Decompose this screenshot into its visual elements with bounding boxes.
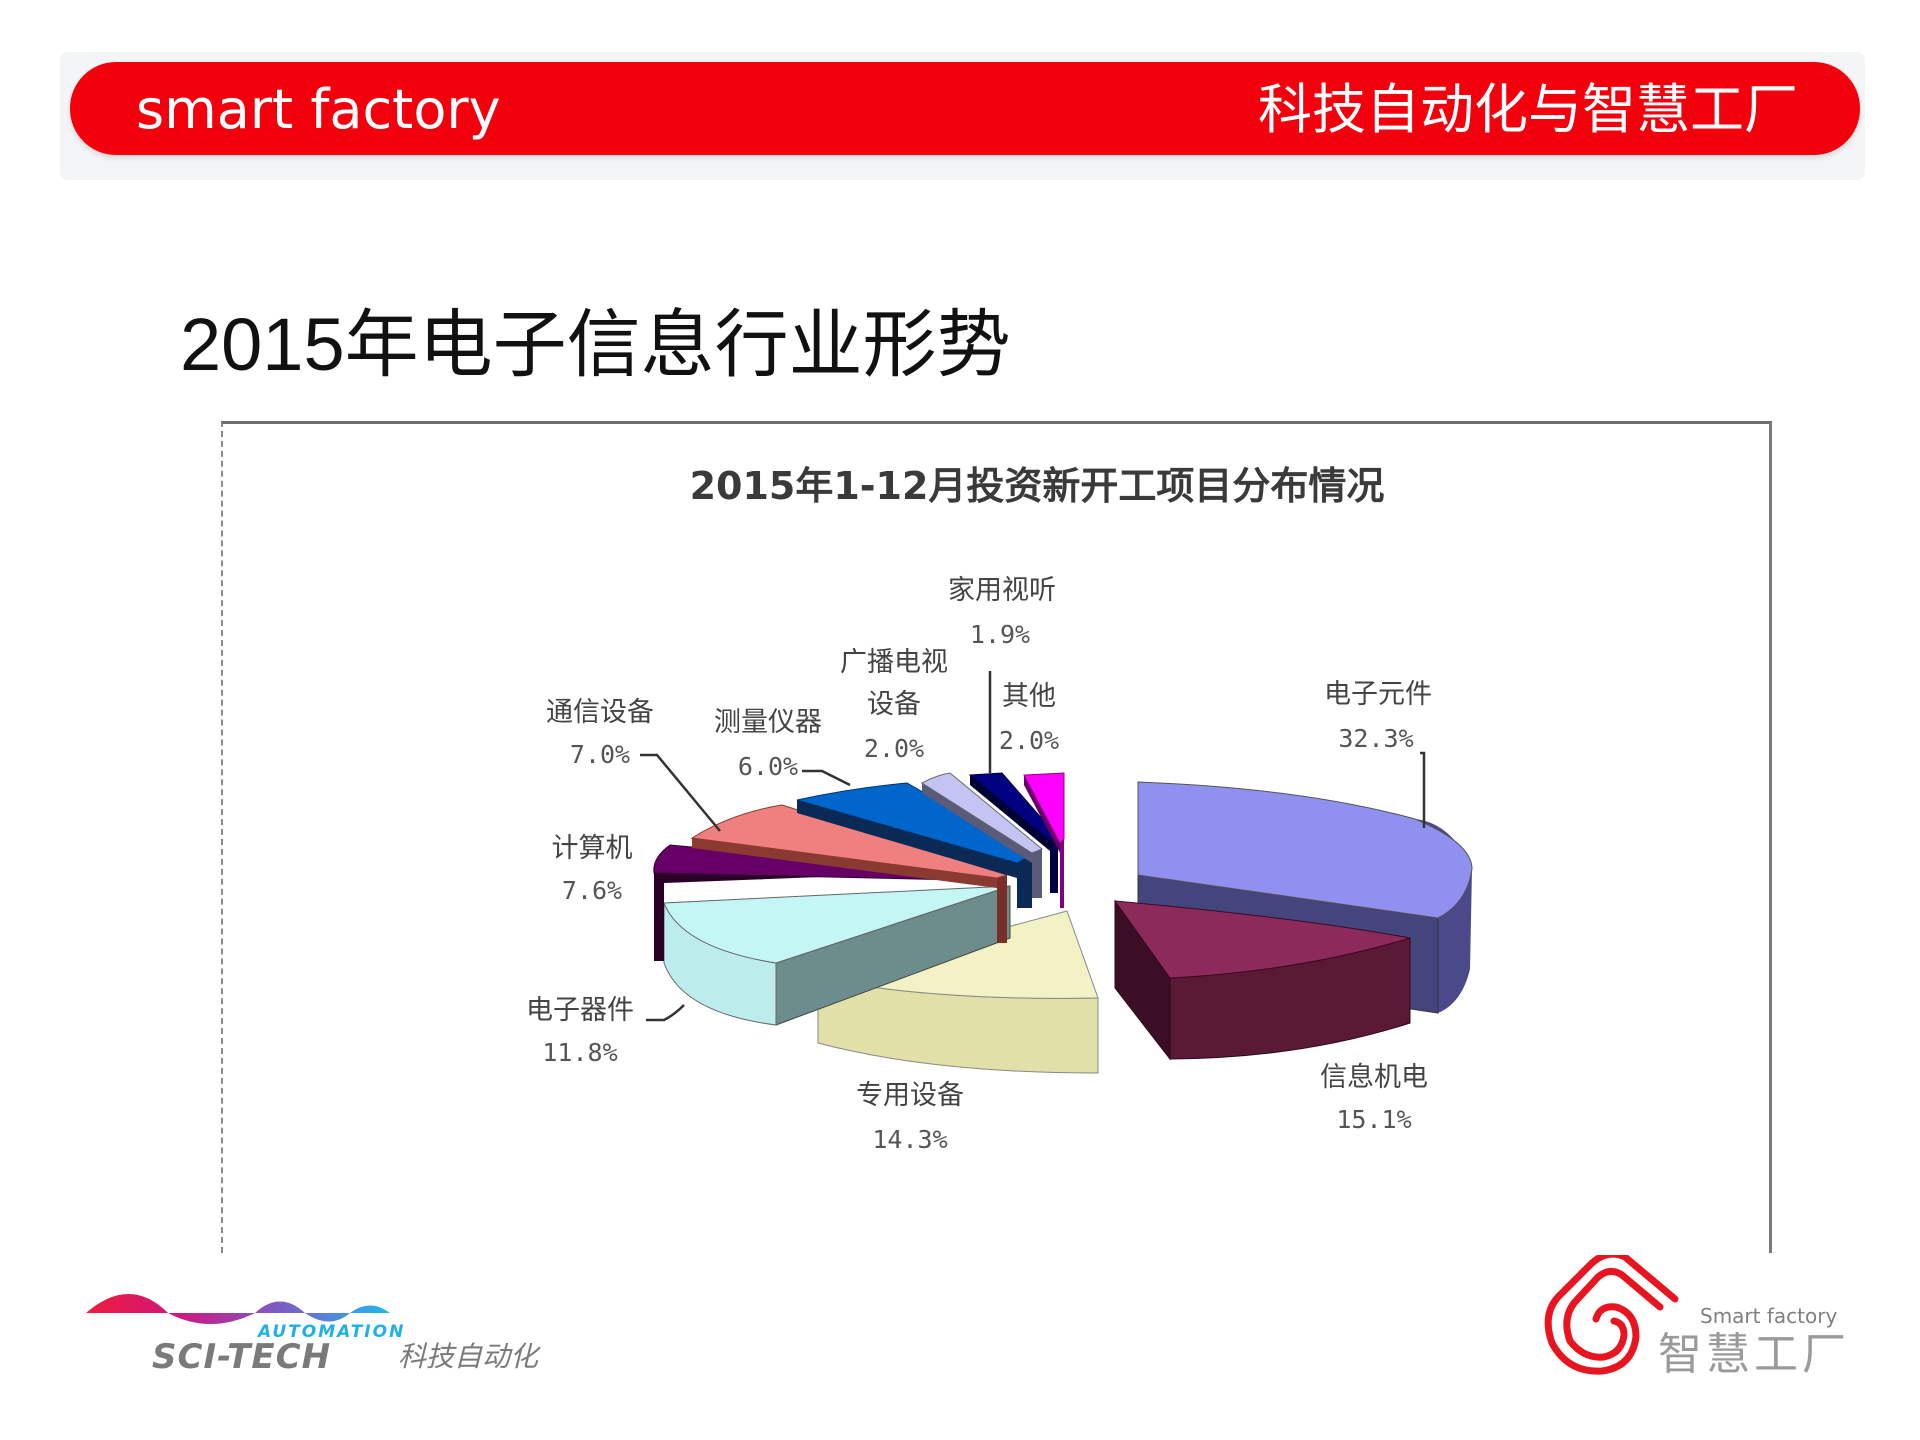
- slice-other: [1023, 772, 1065, 908]
- svg-text:7.6%: 7.6%: [562, 876, 622, 905]
- chart-frame: 2015年1-12月投资新开工项目分布情况: [221, 421, 1772, 1253]
- header-bar: [70, 62, 1860, 155]
- svg-text:2.0%: 2.0%: [999, 726, 1059, 755]
- leader-lines: [640, 671, 1426, 1022]
- header-brand-text: smart factory: [136, 78, 501, 141]
- svg-text:科技自动化: 科技自动化: [398, 1340, 541, 1373]
- header-tagline: 科技自动化与智慧工厂: [1258, 78, 1798, 141]
- svg-text:广播电视: 广播电视: [840, 647, 948, 678]
- sci-tech-logo: AUTOMATION SCI-TECH 科技自动化: [80, 1280, 580, 1380]
- svg-text:7.0%: 7.0%: [570, 740, 630, 769]
- svg-text:14.3%: 14.3%: [872, 1125, 947, 1154]
- svg-text:计算机: 计算机: [552, 833, 633, 864]
- chart-title: 2015年1-12月投资新开工项目分布情况: [690, 464, 1385, 508]
- svg-text:智慧工厂: 智慧工厂: [1658, 1329, 1850, 1380]
- smart-factory-logo: Smart factory 智慧工厂: [1540, 1250, 1870, 1395]
- slice-info-electromech: [1113, 899, 1411, 1061]
- svg-text:SCI-TECH: SCI-TECH: [152, 1337, 331, 1377]
- svg-text:AUTOMATION: AUTOMATION: [256, 1322, 405, 1342]
- svg-text:1.9%: 1.9%: [970, 620, 1030, 649]
- svg-text:电子器件: 电子器件: [526, 995, 634, 1026]
- slice-broadcast-tv: [921, 772, 1043, 898]
- svg-text:通信设备: 通信设备: [546, 697, 654, 728]
- slice-communication-equipment: [690, 804, 1009, 943]
- smart-factory-swirl-icon: Smart factory 智慧工厂: [1544, 1250, 1850, 1380]
- wave-icon: AUTOMATION SCI-TECH 科技自动化: [86, 1294, 541, 1377]
- svg-text:测量仪器: 测量仪器: [714, 707, 822, 738]
- pie-chart: 2015年1-12月投资新开工项目分布情况: [526, 464, 1473, 1154]
- svg-text:11.8%: 11.8%: [542, 1038, 617, 1067]
- svg-text:专用设备: 专用设备: [856, 1080, 964, 1111]
- svg-text:电子元件: 电子元件: [1324, 679, 1432, 710]
- svg-text:其他: 其他: [1002, 681, 1056, 712]
- svg-text:Smart factory: Smart factory: [1700, 1304, 1837, 1328]
- svg-text:32.3%: 32.3%: [1338, 724, 1413, 753]
- svg-text:2.0%: 2.0%: [864, 734, 924, 763]
- svg-text:15.1%: 15.1%: [1336, 1105, 1411, 1134]
- svg-text:设备: 设备: [867, 689, 921, 720]
- svg-text:信息机电: 信息机电: [1320, 1062, 1428, 1093]
- slice-electronic-devices: [663, 885, 1011, 1026]
- slide-title: 2015年电子信息行业形势: [180, 303, 1011, 386]
- slice-labels: 电子元件 32.3% 信息机电 15.1% 专用设备 14.3% 电子器件 11…: [526, 575, 1432, 1154]
- slice-measuring-instruments: [796, 782, 1034, 908]
- svg-text:6.0%: 6.0%: [738, 752, 798, 781]
- svg-text:家用视听: 家用视听: [948, 575, 1056, 606]
